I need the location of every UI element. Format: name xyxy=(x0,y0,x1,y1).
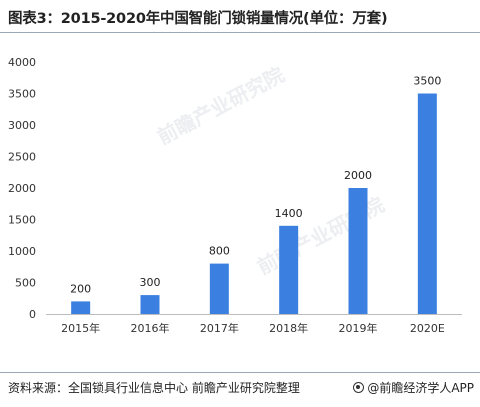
x-tick-label: 2016年 xyxy=(131,321,170,335)
x-axis: 2015年 2016年 2017年 2018年 2019年 2020E xyxy=(46,314,462,335)
bar-2019年 xyxy=(348,188,368,314)
brand-logo-icon xyxy=(353,382,365,393)
source-note: 资料来源：全国锁具行业信息中心 前瞻产业研究院整理 xyxy=(8,381,300,395)
title-divider xyxy=(0,32,480,33)
data-label: 300 xyxy=(140,276,161,289)
bar-2020E xyxy=(417,93,437,314)
data-label: 1400 xyxy=(275,207,303,220)
y-tick-label: 4000 xyxy=(8,56,36,69)
data-label: 200 xyxy=(70,282,91,295)
chart-title: 图表3：2015-2020年中国智能门锁销量情况(单位：万套) xyxy=(8,11,388,27)
bar-2015年 xyxy=(71,301,91,314)
bar-2018年 xyxy=(279,225,299,314)
brand-text: @前瞻经济学人APP xyxy=(367,381,474,395)
y-tick-label: 3500 xyxy=(8,88,36,101)
y-axis: 0 500 1000 1500 2000 2500 3000 3500 4000 xyxy=(8,56,36,321)
x-tick-label: 2019年 xyxy=(339,321,378,335)
bars xyxy=(71,93,437,314)
x-tick-label: 2020E xyxy=(410,322,445,335)
footer-divider xyxy=(0,372,480,373)
y-tick-label: 2500 xyxy=(8,151,36,164)
y-tick-label: 1000 xyxy=(8,245,36,258)
x-tick-label: 2015年 xyxy=(61,321,100,335)
data-label: 800 xyxy=(209,245,230,258)
y-tick-label: 500 xyxy=(15,277,36,290)
bar-2016年 xyxy=(140,295,160,314)
x-tick-label: 2018年 xyxy=(269,321,308,335)
data-label: 3500 xyxy=(413,75,441,88)
y-tick-label: 2000 xyxy=(8,182,36,195)
y-tick-label: 0 xyxy=(29,308,36,321)
bar-2017年 xyxy=(209,263,229,314)
brand-credit: @前瞻经济学人APP xyxy=(353,379,474,396)
data-label: 2000 xyxy=(344,169,372,182)
y-tick-label: 1500 xyxy=(8,214,36,227)
data-labels: 200 300 800 1400 2000 3500 xyxy=(70,75,441,296)
x-tick-label: 2017年 xyxy=(200,321,239,335)
y-tick-label: 3000 xyxy=(8,119,36,132)
